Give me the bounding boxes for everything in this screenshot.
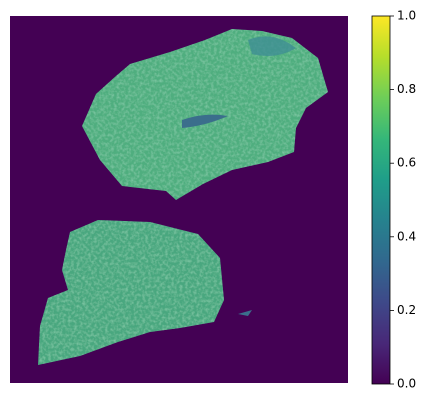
colorbar: 0.0 0.2 0.4 0.6 0.8 1.0 xyxy=(371,9,416,391)
colorbar-fill xyxy=(371,15,391,385)
colorbar-tick-label: 0.0 xyxy=(397,377,416,391)
colorbar-tick-label: 0.2 xyxy=(397,303,416,317)
tissue-fold xyxy=(182,114,228,128)
tissue-region xyxy=(82,29,328,200)
colorbar-tick-label: 0.6 xyxy=(397,156,416,170)
colorbar-tick-label: 0.8 xyxy=(397,82,416,96)
tissue-region xyxy=(38,220,224,365)
colorbar-tick-label: 0.4 xyxy=(397,229,416,243)
heatmap-image xyxy=(10,16,348,383)
colorbar-tick-label: 1.0 xyxy=(397,9,416,23)
tissue-fragment xyxy=(238,310,252,316)
tissue-fold xyxy=(248,36,296,56)
